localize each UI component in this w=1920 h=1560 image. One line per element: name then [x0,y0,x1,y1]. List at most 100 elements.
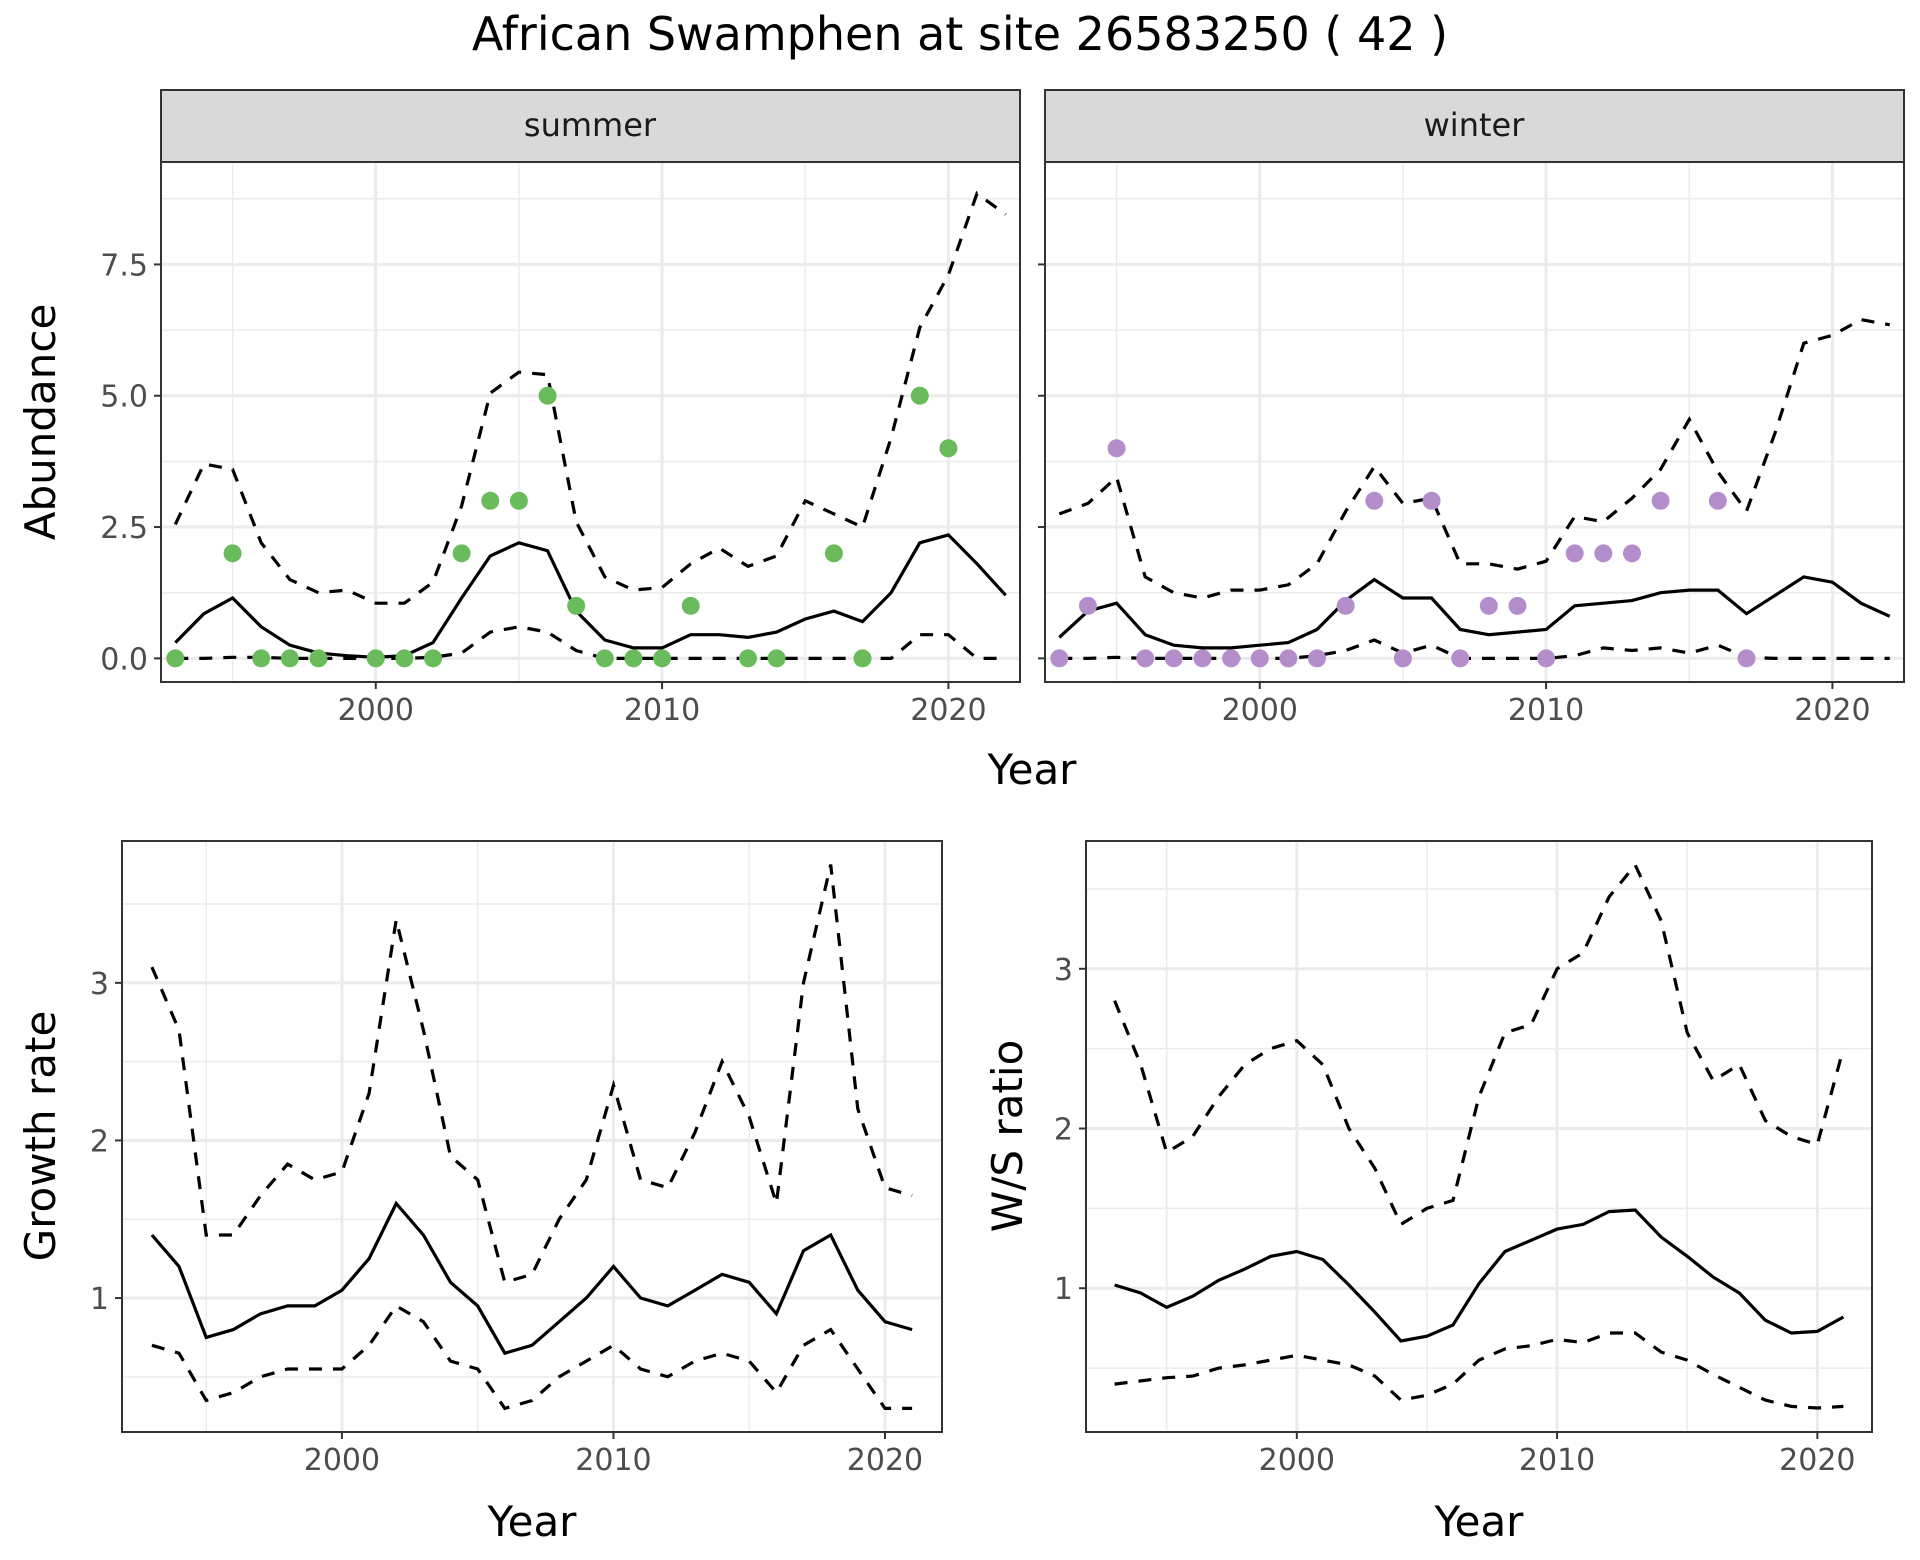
lower-bound-line [175,625,1006,661]
panel-ws-ratio: 2000 2010 2020 1 2 3 [1054,840,1873,1478]
panel-summer-border [160,161,1021,683]
x-tick-label: 2010 [575,1443,651,1478]
upper-bound-line [173,190,1007,605]
growth-x-axis-title: Year [487,1497,578,1546]
panel-summer-plot: 2000 2010 2020 0.0 2.5 5.0 7.5 [100,162,1020,728]
data-point [395,649,414,668]
x-tick-label: 2020 [1794,693,1870,728]
data-point [1336,596,1355,615]
y-tick-label: 0.0 [100,642,148,677]
data-point [681,596,700,615]
panel-growth-plot: 2000 2010 2020 1 2 3 [90,841,942,1478]
data-point [595,649,614,668]
data-point [1250,649,1269,668]
x-tick-label: 2000 [338,693,414,728]
lower-bound-line [1059,638,1890,661]
data-point [767,649,786,668]
ws-y-axis-title: W/S ratio [983,1040,1032,1233]
data-point [1078,596,1097,615]
data-point [1565,544,1584,563]
data-point [509,491,528,510]
data-point [366,649,385,668]
data-point [252,649,271,668]
x-tick-label: 2020 [910,693,986,728]
data-point [853,649,872,668]
data-point [1537,649,1556,668]
data-point [538,386,557,405]
data-point [939,439,958,458]
panel-ws-border [1085,840,1873,1433]
data-point [738,649,757,668]
upper-bound-line [1113,862,1845,1227]
x-tick-label: 2000 [304,1443,380,1478]
abundance-y-axis-title: Abundance [16,304,65,541]
data-point [1508,596,1527,615]
growth-y-axis-title: Growth rate [16,1011,65,1262]
data-point [424,649,443,668]
y-tick-label: 1 [90,1282,109,1317]
data-point [1622,544,1641,563]
y-tick-label: 2.5 [100,511,148,546]
abundance-x-axis-title: Year [987,745,1078,794]
data-point [280,649,299,668]
data-point [1737,649,1756,668]
data-point [481,491,500,510]
data-point [824,544,843,563]
data-point [1164,649,1183,668]
x-tick-label: 2000 [1222,693,1298,728]
x-tick-label: 2010 [1508,693,1584,728]
data-point [624,649,643,668]
figure-title: African Swamphen at site 26583250 ( 42 ) [472,7,1448,61]
data-point [1594,544,1613,563]
y-tick-label: 2 [90,1124,109,1159]
data-point [1107,439,1126,458]
mean-line [1114,1208,1845,1343]
data-point [1136,649,1155,668]
x-tick-label: 2020 [1779,1443,1855,1478]
strip-winter [1044,89,1905,163]
mean-line [1058,575,1891,650]
y-tick-label: 3 [90,967,109,1002]
strip-label-summer: summer [524,106,657,144]
x-tick-label: 2010 [624,693,700,728]
x-tick-label: 2020 [847,1443,923,1478]
strip-summer [160,89,1021,163]
data-point [452,544,471,563]
y-tick-label: 5.0 [100,380,148,415]
lower-bound-line [151,1303,913,1411]
data-point [1393,649,1412,668]
panel-winter-plot: 2000 2010 2020 [1038,162,1904,728]
y-tick-label: 2 [1054,1113,1073,1148]
y-tick-label: 3 [1054,953,1073,988]
data-point [1651,491,1670,510]
x-tick-label: 2000 [1259,1443,1335,1478]
data-point [1451,649,1470,668]
panel-winter: winter 2000 2010 2020 [1038,89,1905,728]
data-point [910,386,929,405]
panel-growth-rate: 2000 2010 2020 1 2 3 [90,840,943,1478]
panel-summer: summer 2000 2010 2020 0.0 2.5 5.0 7.5 [100,89,1021,728]
ws-x-axis-title: Year [1434,1497,1525,1546]
y-tick-label: 7.5 [100,248,148,283]
data-point [1279,649,1298,668]
mean-line [150,1200,913,1356]
data-point [1222,649,1241,668]
y-tick-label: 1 [1054,1272,1073,1307]
x-tick-label: 2010 [1519,1443,1595,1478]
mean-line [174,533,1007,659]
data-point [1708,491,1727,510]
lower-bound-line [1114,1331,1844,1410]
data-point [1193,649,1212,668]
data-point [1479,596,1498,615]
panel-growth-border [121,840,943,1433]
data-point [1422,491,1441,510]
data-point [653,649,672,668]
data-point [223,544,242,563]
upper-bound-line [1058,317,1890,600]
data-point [1308,649,1327,668]
data-point [166,649,185,668]
data-point [567,596,586,615]
strip-label-winter: winter [1424,106,1526,144]
panel-ws-plot: 2000 2010 2020 1 2 3 [1054,841,1872,1478]
